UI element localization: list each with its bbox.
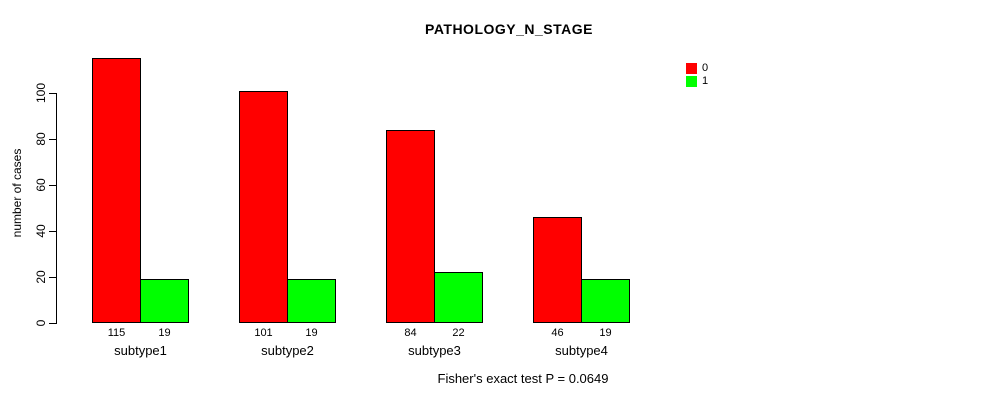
y-tick-mark [49, 139, 56, 140]
bar-value-label: 84 [404, 327, 417, 339]
y-tick-label: 0 [34, 319, 48, 327]
bar-value-label: 19 [599, 327, 612, 339]
legend-swatch-icon [686, 76, 697, 87]
legend-item-1: 1 [686, 75, 708, 88]
bar-value-label: 46 [551, 327, 564, 339]
y-tick-label: 20 [34, 270, 48, 284]
bar-subtype3-series-1 [434, 272, 483, 323]
y-tick-mark [49, 231, 56, 232]
bar-subtype4-series-0 [533, 217, 582, 323]
legend-swatch-icon [686, 63, 697, 74]
annotation-text: Fisher's exact test P = 0.0649 [437, 371, 609, 386]
y-tick-label: 60 [34, 178, 48, 192]
y-tick-label: 100 [34, 82, 48, 104]
bar-subtype1-series-1 [140, 279, 189, 323]
bar-value-label: 101 [254, 327, 273, 339]
bar-value-label: 19 [305, 327, 318, 339]
y-tick-mark [49, 323, 56, 324]
y-tick-mark [49, 93, 56, 94]
bar-value-label: 22 [452, 327, 465, 339]
y-axis-label: number of cases [10, 148, 24, 238]
bar-subtype2-series-1 [287, 279, 336, 323]
legend-item-0: 0 [686, 62, 708, 75]
category-label-subtype4: subtype4 [555, 343, 608, 358]
y-axis-line [56, 93, 57, 324]
bar-value-label: 19 [158, 327, 171, 339]
bar-value-label: 115 [107, 327, 126, 339]
chart-title: PATHOLOGY_N_STAGE [425, 21, 593, 37]
y-tick-label: 40 [34, 224, 48, 238]
bar-subtype4-series-1 [581, 279, 630, 323]
bar-subtype1-series-0 [92, 58, 141, 323]
category-label-subtype1: subtype1 [114, 343, 167, 358]
legend-label: 0 [702, 62, 709, 74]
legend-label: 1 [702, 75, 709, 87]
category-label-subtype2: subtype2 [261, 343, 314, 358]
category-label-subtype3: subtype3 [408, 343, 461, 358]
y-tick-label: 80 [34, 132, 48, 146]
bar-subtype2-series-0 [239, 91, 288, 323]
y-tick-mark [49, 185, 56, 186]
y-tick-mark [49, 277, 56, 278]
bar-subtype3-series-0 [386, 130, 435, 323]
